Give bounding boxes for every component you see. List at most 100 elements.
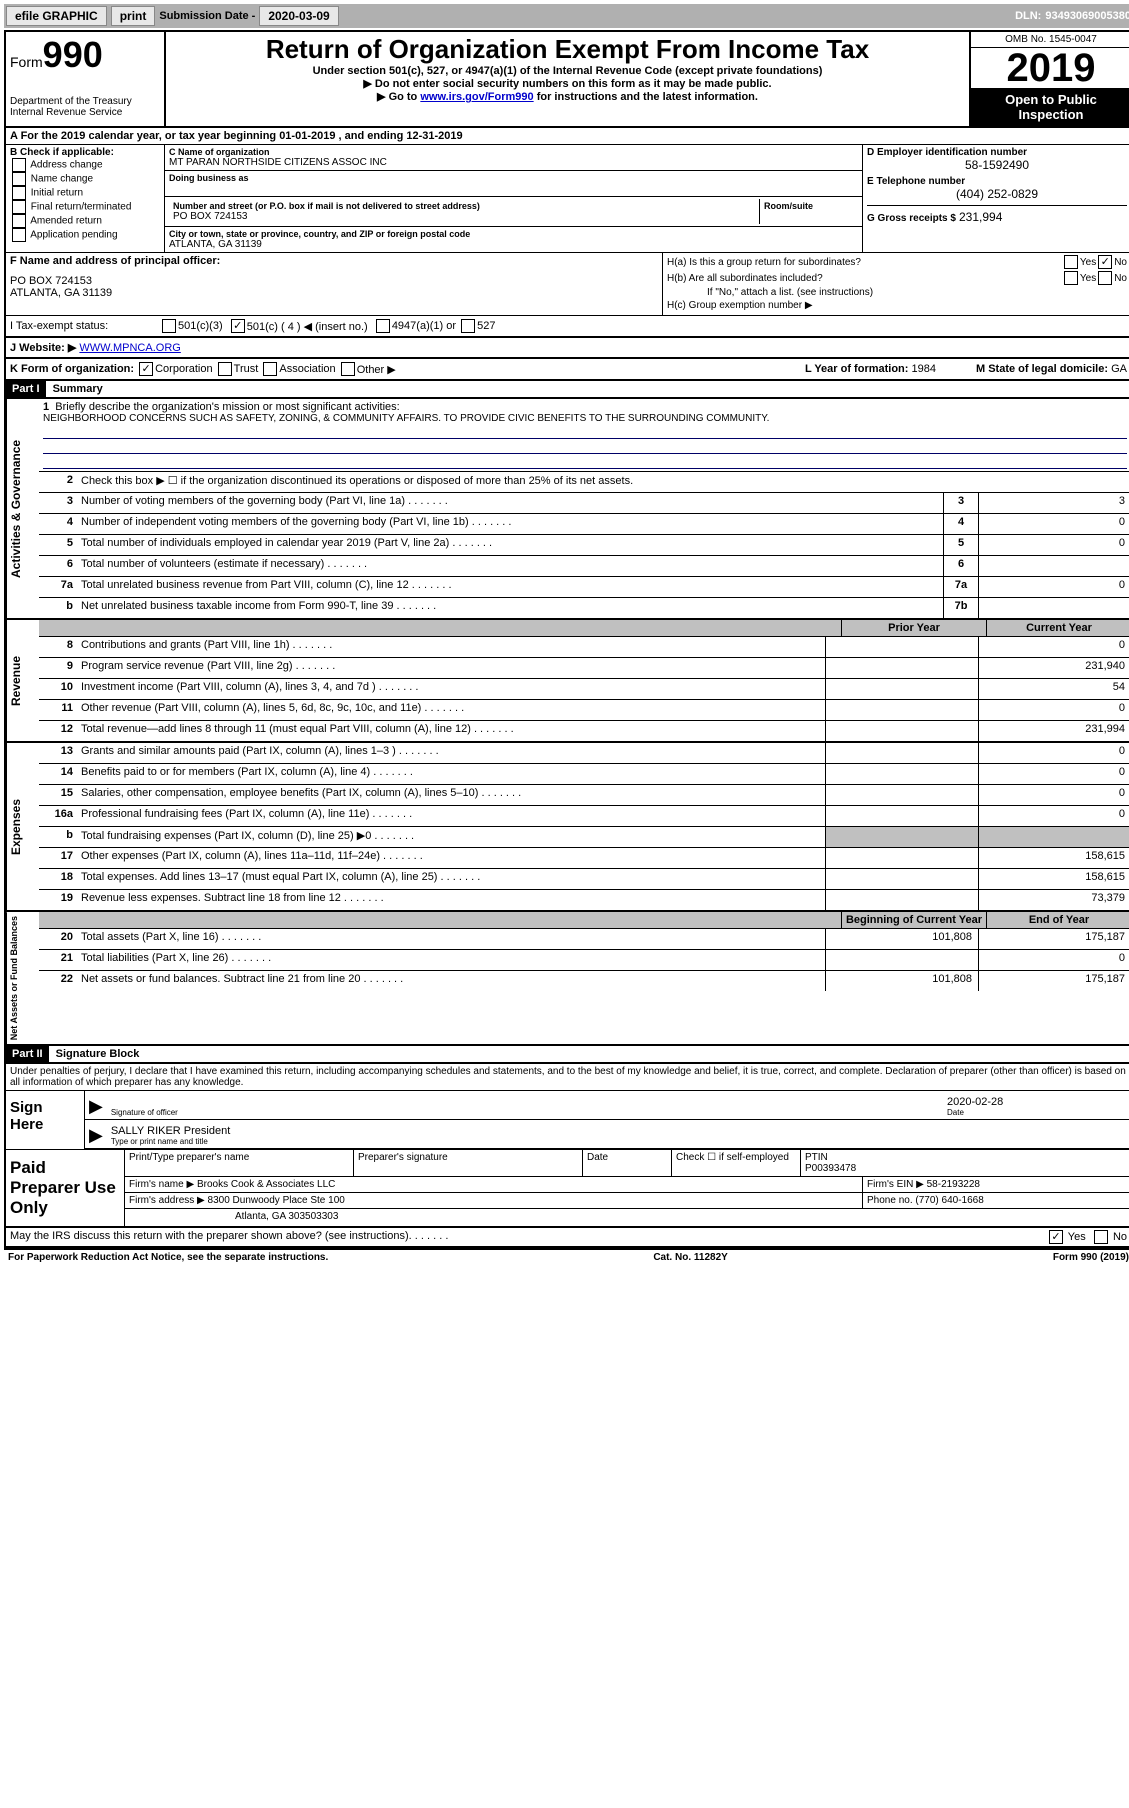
q2-text: Check this box ▶ ☐ if the organization d… — [77, 472, 1129, 492]
summary-line: 3Number of voting members of the governi… — [39, 493, 1129, 514]
chk-501c[interactable]: ✓ — [231, 319, 245, 333]
header-mid: Return of Organization Exempt From Incom… — [166, 32, 969, 126]
ein-label: D Employer identification number — [867, 147, 1127, 158]
ha-yes[interactable] — [1064, 255, 1078, 269]
chk-pending[interactable] — [12, 228, 26, 242]
chk-trust[interactable] — [218, 362, 232, 376]
irs-link[interactable]: www.irs.gov/Form990 — [420, 91, 533, 103]
sig-officer-label: Signature of officer — [111, 1108, 947, 1117]
summary-line: 14Benefits paid to or for members (Part … — [39, 764, 1129, 785]
part2-title: Signature Block — [52, 1048, 140, 1060]
summary-line: 7aTotal unrelated business revenue from … — [39, 577, 1129, 598]
addr-value: PO BOX 724153 — [173, 211, 755, 222]
print-button[interactable]: print — [111, 6, 156, 26]
hb-label: H(b) Are all subordinates included? — [667, 273, 1062, 284]
discuss-row: May the IRS discuss this return with the… — [6, 1228, 1129, 1248]
k-label: K Form of organization: — [10, 363, 134, 375]
officer-addr1: PO BOX 724153 — [10, 275, 658, 287]
sig-arrow-icon-2: ▶ — [89, 1125, 103, 1146]
chk-initial[interactable] — [12, 186, 26, 200]
form-label: Form — [10, 54, 43, 70]
rev-vert-label: Revenue — [6, 620, 39, 741]
ha-no[interactable]: ✓ — [1098, 255, 1112, 269]
org-name: MT PARAN NORTHSIDE CITIZENS ASSOC INC — [169, 157, 858, 168]
firm-addr-label: Firm's address ▶ — [129, 1195, 205, 1206]
paid-preparer-section: Paid Preparer Use Only Print/Type prepar… — [6, 1150, 1129, 1228]
discuss-no[interactable] — [1094, 1230, 1108, 1244]
website-link[interactable]: WWW.MPNCA.ORG — [79, 342, 180, 354]
officer-addr2: ATLANTA, GA 31139 — [10, 287, 658, 299]
summary-line: bNet unrelated business taxable income f… — [39, 598, 1129, 618]
submission-label: Submission Date - — [159, 10, 255, 22]
firm-ein-label: Firm's EIN ▶ — [867, 1179, 924, 1190]
summary-line: 12Total revenue—add lines 8 through 11 (… — [39, 721, 1129, 741]
sig-date-label: Date — [947, 1108, 1127, 1117]
page-footer: For Paperwork Reduction Act Notice, see … — [4, 1250, 1129, 1265]
officer-label: F Name and address of principal officer: — [10, 255, 658, 267]
sign-here-section: Sign Here ▶ Signature of officer 2020-02… — [6, 1091, 1129, 1150]
chk-amended[interactable] — [12, 214, 26, 228]
hb-yes[interactable] — [1064, 271, 1078, 285]
ha-label: H(a) Is this a group return for subordin… — [667, 257, 1062, 268]
ptin-label: PTIN — [805, 1152, 1127, 1163]
end-year-hdr: End of Year — [986, 912, 1129, 928]
row-a-period: A For the 2019 calendar year, or tax yea… — [6, 128, 1129, 145]
goto-prefix: ▶ Go to — [377, 91, 420, 103]
part1-title: Summary — [49, 383, 103, 395]
firm-city: Atlanta, GA 303503303 — [125, 1209, 1129, 1224]
col-b-label: B Check if applicable: — [10, 147, 160, 158]
form-header: Form990 Department of the Treasury Inter… — [6, 32, 1129, 128]
chk-527[interactable] — [461, 319, 475, 333]
tax-year: 2019 — [971, 48, 1129, 88]
city-value: ATLANTA, GA 31139 — [169, 239, 858, 250]
chk-corp[interactable]: ✓ — [139, 362, 153, 376]
chk-501c3[interactable] — [162, 319, 176, 333]
year-formation: 1984 — [912, 363, 936, 375]
firm-phone-label: Phone no. — [867, 1195, 913, 1206]
form-outer: Form990 Department of the Treasury Inter… — [4, 30, 1129, 1250]
mission-text: NEIGHBORHOOD CONCERNS SUCH AS SAFETY, ZO… — [43, 413, 1127, 424]
net-assets-section: Net Assets or Fund Balances Beginning of… — [6, 912, 1129, 1046]
summary-line: 21Total liabilities (Part X, line 26)0 — [39, 950, 1129, 971]
chk-final[interactable] — [12, 200, 26, 214]
top-toolbar: efile GRAPHIC print Submission Date - 20… — [4, 4, 1129, 28]
form-number: 990 — [43, 34, 103, 75]
ag-vert-label: Activities & Governance — [6, 399, 39, 618]
prep-left-label: Paid Preparer Use Only — [6, 1150, 125, 1226]
ein-value: 58-1592490 — [867, 158, 1127, 172]
col-b-checkboxes: B Check if applicable: Address change Na… — [6, 145, 165, 252]
gross-label: G Gross receipts $ — [867, 213, 956, 224]
hb-note: If "No," attach a list. (see instruction… — [667, 287, 1127, 298]
part2-hdr: Part II — [6, 1046, 49, 1062]
dba-label: Doing business as — [169, 173, 858, 183]
submission-date: 2020-03-09 — [259, 6, 338, 26]
summary-line: 19Revenue less expenses. Subtract line 1… — [39, 890, 1129, 910]
prep-sig-label: Preparer's signature — [354, 1150, 583, 1176]
prior-year-hdr: Prior Year — [841, 620, 986, 636]
efile-button[interactable]: efile GRAPHIC — [6, 6, 107, 26]
chk-other[interactable] — [341, 362, 355, 376]
col-h-group: H(a) Is this a group return for subordin… — [663, 253, 1129, 315]
form-title: Return of Organization Exempt From Incom… — [168, 34, 967, 65]
chk-assoc[interactable] — [263, 362, 277, 376]
tel-value: (404) 252-0829 — [867, 187, 1127, 201]
summary-line: bTotal fundraising expenses (Part IX, co… — [39, 827, 1129, 848]
summary-line: 16aProfessional fundraising fees (Part I… — [39, 806, 1129, 827]
prep-name-label: Print/Type preparer's name — [125, 1150, 354, 1176]
chk-address[interactable] — [12, 158, 26, 172]
summary-line: 10Investment income (Part VIII, column (… — [39, 679, 1129, 700]
discuss-yes[interactable]: ✓ — [1049, 1230, 1063, 1244]
col-d-info: D Employer identification number 58-1592… — [863, 145, 1129, 252]
hb-no[interactable] — [1098, 271, 1112, 285]
part1-hdr: Part I — [6, 381, 46, 397]
summary-line: 4Number of independent voting members of… — [39, 514, 1129, 535]
chk-4947[interactable] — [376, 319, 390, 333]
chk-name[interactable] — [12, 172, 26, 186]
city-label: City or town, state or province, country… — [169, 229, 858, 239]
firm-name: Brooks Cook & Associates LLC — [197, 1179, 335, 1190]
officer-name-label: Type or print name and title — [111, 1137, 1127, 1146]
state-domicile: GA — [1111, 363, 1127, 375]
header-left: Form990 Department of the Treasury Inter… — [6, 32, 166, 126]
col-c-org: C Name of organization MT PARAN NORTHSID… — [165, 145, 863, 252]
summary-line: 5Total number of individuals employed in… — [39, 535, 1129, 556]
